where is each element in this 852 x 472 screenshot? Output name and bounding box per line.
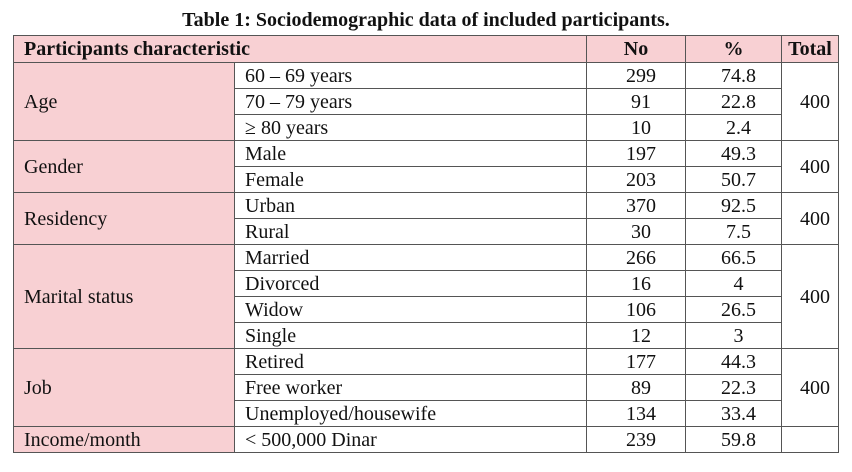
percent-cell: 4	[685, 270, 783, 297]
subcategory-cell: < 500,000 Dinar	[233, 426, 588, 453]
count-cell: 177	[586, 348, 687, 375]
subcategory-cell: Married	[233, 244, 588, 271]
count-cell: 16	[586, 270, 687, 297]
table-row: ≥ 80 years 10 2.4	[14, 114, 839, 141]
total-cell: 400	[781, 62, 840, 141]
total-cell: 400	[781, 140, 840, 193]
count-cell: 12	[586, 322, 687, 349]
subcategory-cell: Unemployed/housewife	[233, 400, 588, 427]
category-cell: Age	[13, 62, 235, 141]
percent-cell: 44.3	[685, 348, 783, 375]
percent-cell: 92.5	[685, 192, 783, 219]
subcategory-cell: 60 – 69 years	[233, 62, 588, 89]
subcategory-cell: Male	[233, 140, 588, 167]
count-cell: 266	[586, 244, 687, 271]
percent-cell: 66.5	[685, 244, 783, 271]
total-cell: 400	[781, 244, 840, 349]
total-cell	[781, 426, 840, 453]
table-row: Marital status Married 266 66.5 400	[13, 244, 840, 349]
percent-cell: 22.3	[685, 374, 783, 401]
subcategory-cell: Urban	[233, 192, 588, 219]
subcategory-cell: Divorced	[233, 270, 588, 297]
subcategory-cell: Rural	[233, 218, 588, 245]
table-row: Female 203 50.7	[14, 166, 839, 193]
total-cell: 400	[781, 348, 840, 427]
table-row: 70 – 79 years 91 22.8	[14, 88, 839, 115]
sociodemographic-table: Participants characteristic No % Total A…	[12, 35, 840, 453]
subcategory-cell: Retired	[233, 348, 588, 375]
percent-cell: 26.5	[685, 296, 783, 323]
count-cell: 10	[586, 114, 687, 141]
percent-cell: 22.8	[685, 88, 783, 115]
header-total: Total	[781, 35, 840, 63]
percent-cell: 33.4	[685, 400, 783, 427]
count-cell: 89	[586, 374, 687, 401]
table-row: Residency Urban 370 92.5 400	[13, 192, 840, 245]
header-percent: %	[685, 35, 783, 63]
percent-cell: 74.8	[685, 62, 783, 89]
percent-cell: 7.5	[685, 218, 783, 245]
table-row: Widow 106 26.5	[14, 296, 839, 323]
count-cell: 370	[586, 192, 687, 219]
percent-cell: 49.3	[685, 140, 783, 167]
table-row: Income/month < 500,000 Dinar 239 59.8	[13, 426, 840, 453]
percent-cell: 50.7	[685, 166, 783, 193]
subcategory-cell: Widow	[233, 296, 588, 323]
subcategory-cell: Female	[233, 166, 588, 193]
count-cell: 197	[586, 140, 687, 167]
percent-cell: 2.4	[685, 114, 783, 141]
table-row: Divorced 16 4	[14, 270, 839, 297]
category-cell: Job	[13, 348, 235, 427]
table-title: Table 1: Sociodemographic data of includ…	[182, 9, 670, 31]
category-cell: Gender	[13, 140, 235, 193]
category-cell: Income/month	[13, 426, 235, 453]
category-cell: Residency	[13, 192, 235, 245]
count-cell: 134	[586, 400, 687, 427]
count-cell: 203	[586, 166, 687, 193]
table-row: Age 60 – 69 years 299 74.8 400	[13, 62, 840, 141]
count-cell: 239	[586, 426, 687, 453]
table-row: Job Retired 177 44.3 400	[13, 348, 840, 427]
count-cell: 91	[586, 88, 687, 115]
subcategory-cell: Free worker	[233, 374, 588, 401]
category-cell: Marital status	[13, 244, 235, 349]
header-characteristic: Participants characteristic	[12, 35, 588, 63]
subcategory-cell: ≥ 80 years	[233, 114, 588, 141]
count-cell: 30	[586, 218, 687, 245]
percent-cell: 3	[685, 322, 783, 349]
subcategory-cell: Single	[233, 322, 588, 349]
header-row: Participants characteristic No % Total	[12, 35, 840, 63]
table-row: Rural 30 7.5	[14, 218, 839, 245]
total-cell: 400	[781, 192, 840, 245]
header-no: No	[586, 35, 687, 63]
count-cell: 106	[586, 296, 687, 323]
percent-cell: 59.8	[685, 426, 783, 453]
table-row: Free worker 89 22.3	[14, 374, 839, 401]
table-row: Gender Male 197 49.3 400	[13, 140, 840, 193]
count-cell: 299	[586, 62, 687, 89]
subcategory-cell: 70 – 79 years	[233, 88, 588, 115]
